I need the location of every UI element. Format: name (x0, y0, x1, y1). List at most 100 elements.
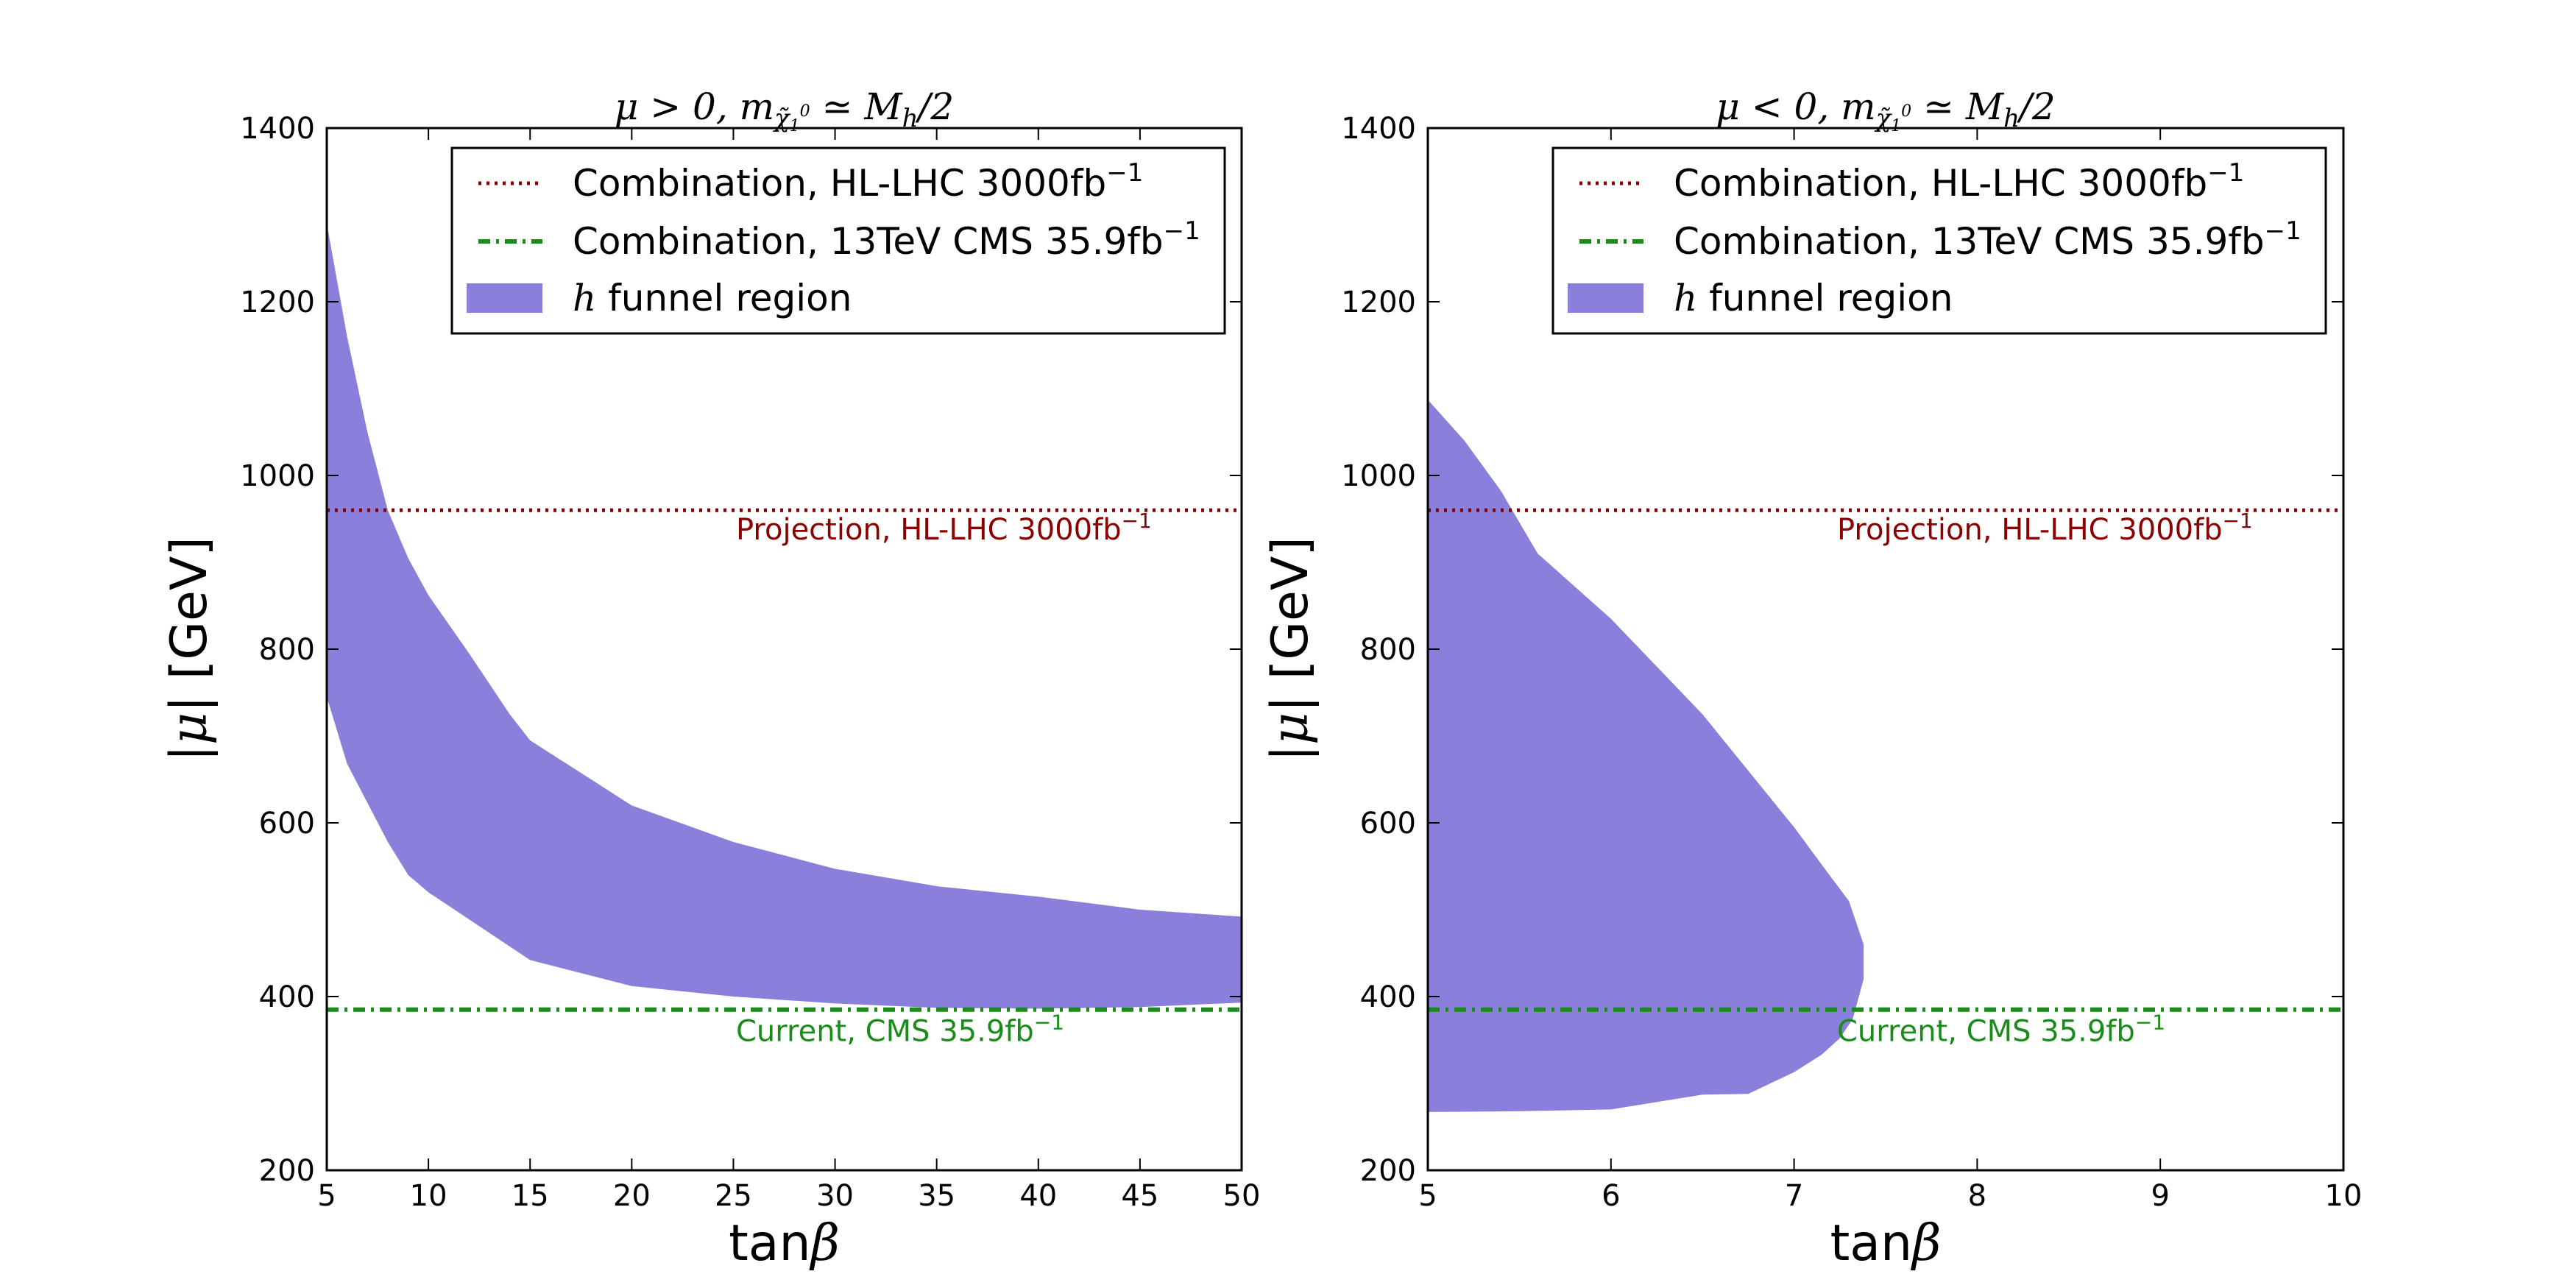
chart-title: μ > 0, mχ̃10 ≃ Mh/2 (615, 85, 954, 135)
y-axis-label-greek: |μ| (160, 696, 219, 762)
x-tick-label: 50 (1223, 1179, 1261, 1213)
legend-entry-label: Combination, HL-LHC 3000fb−1 (573, 158, 1143, 205)
y-axis-label-main: [GeV] (1262, 537, 1320, 696)
x-axis-label-greek: β (809, 1214, 840, 1273)
x-tick-label: 15 (512, 1179, 549, 1213)
x-tick-label: 40 (1019, 1179, 1057, 1213)
legend-entry-sup: −1 (2207, 158, 2244, 188)
y-tick-label: 1000 (240, 459, 315, 493)
title-approx: ≃ (1911, 85, 1966, 128)
current-label-text: Current, CMS 35.9fb (1837, 1015, 2135, 1049)
x-tick-label: 5 (317, 1179, 336, 1213)
current-label-sup: −1 (1034, 1011, 1064, 1035)
title-chi: χ̃ (773, 104, 791, 133)
projection-label-sup: −1 (2223, 509, 2253, 533)
legend-entry-label: Combination, 13TeV CMS 35.9fb−1 (1674, 216, 2301, 263)
x-tick-label: 8 (1968, 1179, 1986, 1213)
funnel-region (1428, 400, 1864, 1112)
title-chi-sub: 1 (1891, 117, 1901, 135)
legend-entry-italic: h (573, 277, 596, 319)
title-sign: μ < 0, (1716, 85, 1841, 128)
x-tick-label: 5 (1418, 1179, 1437, 1213)
y-axis-label: |μ| [GeV] (160, 537, 219, 762)
title-chi-sup: 0 (800, 102, 810, 121)
x-tick-label: 10 (2325, 1179, 2363, 1213)
legend-entry-italic: h (1674, 277, 1697, 319)
current-label-text: Current, CMS 35.9fb (736, 1015, 1034, 1049)
x-tick-label: 10 (410, 1179, 447, 1213)
title-mh: M (1965, 85, 2005, 128)
x-tick-label: 35 (918, 1179, 955, 1213)
legend-entry-suffix: funnel region (596, 277, 852, 319)
legend-entry-suffix: funnel region (1697, 277, 1953, 319)
title-mh-sub: h (902, 104, 919, 133)
x-tick-label: 25 (715, 1179, 752, 1213)
x-axis-label-main: tan (1830, 1214, 1912, 1273)
projection-label: Projection, HL-LHC 3000fb−1 (1837, 509, 2253, 547)
y-tick-label: 1200 (1341, 286, 1416, 319)
y-tick-label: 1200 (240, 286, 315, 319)
title-tail: /2 (2017, 85, 2056, 128)
y-tick-label: 800 (1360, 633, 1416, 667)
title-tail: /2 (915, 85, 954, 128)
y-tick-label: 1400 (240, 112, 315, 146)
legend-entry-text: Combination, 13TeV CMS 35.9fb (573, 220, 1164, 263)
x-axis-label: tanβ (729, 1214, 840, 1273)
y-tick-label: 600 (259, 807, 315, 841)
x-tick-label: 20 (613, 1179, 651, 1213)
current-label: Current, CMS 35.9fb−1 (736, 1011, 1064, 1049)
y-tick-label: 1400 (1341, 112, 1416, 146)
projection-label-text: Projection, HL-LHC 3000fb (736, 513, 1122, 547)
y-axis-label-main: [GeV] (160, 537, 219, 696)
x-tick-label: 45 (1121, 1179, 1158, 1213)
legend-entry-text: Combination, 13TeV CMS 35.9fb (1674, 220, 2265, 263)
legend-entry-sup: −1 (1106, 158, 1143, 188)
legend: Combination, HL-LHC 3000fb−1Combination,… (450, 146, 1226, 335)
y-tick-label: 1000 (1341, 459, 1416, 493)
legend-entry-text: Combination, HL-LHC 3000fb (573, 162, 1106, 205)
title-mass: m (1841, 85, 1875, 128)
x-tick-label: 30 (816, 1179, 854, 1213)
projection-label: Projection, HL-LHC 3000fb−1 (736, 509, 1152, 547)
y-tick-label: 200 (259, 1154, 315, 1188)
y-tick-label: 200 (1360, 1154, 1416, 1188)
y-tick-label: 400 (1360, 980, 1416, 1014)
chart-title: μ < 0, mχ̃10 ≃ Mh/2 (1716, 85, 2055, 135)
title-sign: μ > 0, (615, 85, 740, 128)
current-label-sup: −1 (2135, 1011, 2165, 1035)
legend-box (1551, 146, 2327, 335)
x-tick-label: 9 (2151, 1179, 2169, 1213)
title-approx: ≃ (810, 85, 865, 128)
legend-entry-label: Combination, HL-LHC 3000fb−1 (1674, 158, 2244, 205)
projection-label-text: Projection, HL-LHC 3000fb (1837, 513, 2223, 547)
legend-entry-label: Combination, 13TeV CMS 35.9fb−1 (573, 216, 1200, 263)
legend-entry-label: h funnel region (573, 277, 852, 319)
y-axis-label-greek: |μ| (1262, 696, 1320, 762)
y-tick-label: 800 (259, 633, 315, 667)
y-axis-label: |μ| [GeV] (1262, 537, 1320, 762)
title-chi: χ̃ (1875, 104, 1893, 133)
funnel-region (327, 223, 1242, 1009)
y-tick-label: 600 (1360, 807, 1416, 841)
title-chi-sub: 1 (790, 117, 800, 135)
x-axis-label-greek: β (1910, 1214, 1941, 1273)
x-axis-label: tanβ (1830, 1214, 1942, 1273)
projection-label-sup: −1 (1122, 509, 1152, 533)
x-axis-label-main: tan (729, 1214, 810, 1273)
title-mass: m (740, 85, 774, 128)
legend-entry-text: Combination, HL-LHC 3000fb (1674, 162, 2207, 205)
legend-entry-label: h funnel region (1674, 277, 1953, 319)
title-mh: M (863, 85, 903, 128)
legend-handle-funnel (1568, 283, 1643, 313)
x-tick-label: 7 (1785, 1179, 1803, 1213)
title-mh-sub: h (2003, 104, 2020, 133)
y-tick-label: 400 (259, 980, 315, 1014)
legend-box (450, 146, 1226, 335)
title-chi-sup: 0 (1901, 102, 1911, 121)
legend-entry-sup: −1 (1164, 216, 1200, 246)
legend-handle-funnel (467, 283, 542, 313)
current-label: Current, CMS 35.9fb−1 (1837, 1011, 2165, 1049)
